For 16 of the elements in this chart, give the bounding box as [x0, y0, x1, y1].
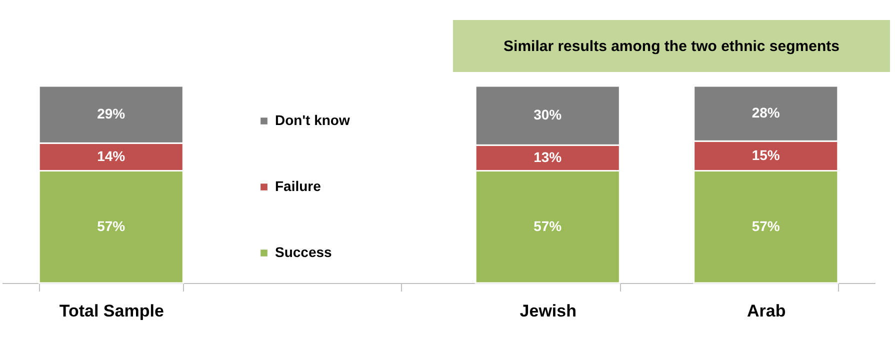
data-label: 30%	[534, 106, 562, 123]
data-label: 57%	[534, 218, 562, 234]
legend-label: Failure	[275, 178, 322, 194]
data-label: 13%	[534, 148, 562, 165]
data-label: 15%	[752, 146, 780, 163]
data-label: 28%	[752, 104, 780, 121]
legend-label: Don't know	[275, 112, 350, 128]
data-label: 57%	[752, 218, 780, 234]
data-label: 14%	[97, 148, 126, 164]
x-tick-label: Arab	[747, 302, 786, 320]
x-tick-label: Total Sample	[59, 302, 164, 320]
text: Similar results among the two ethnic segments	[453, 20, 890, 72]
data-label: 57%	[97, 218, 126, 234]
data-label: 29%	[97, 106, 126, 122]
x-tick-label: Jewish	[520, 302, 576, 320]
legend-label: Success	[275, 244, 332, 260]
